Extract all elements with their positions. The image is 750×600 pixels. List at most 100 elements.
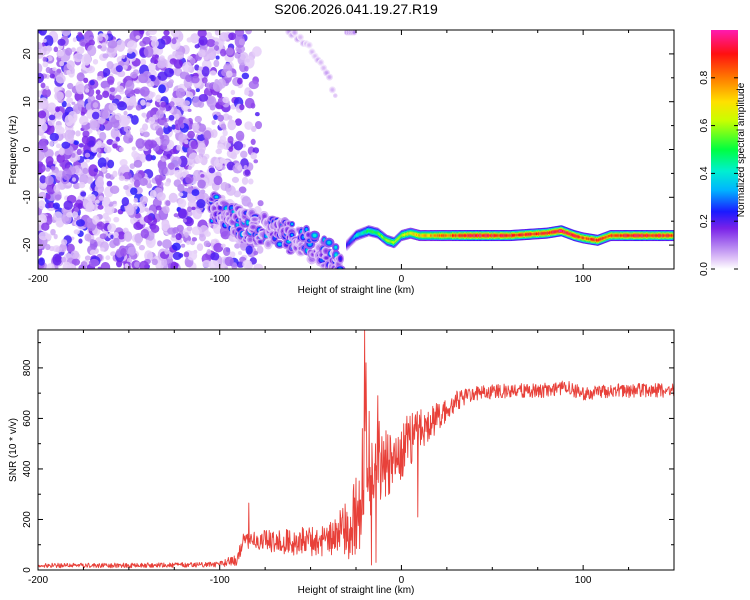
noise-speckle <box>190 75 200 84</box>
noise-speckle <box>149 190 157 199</box>
noise-speckle <box>38 231 49 241</box>
descending-track-blob <box>248 237 252 242</box>
noise-speckle <box>109 201 114 207</box>
noise-speckle <box>186 225 193 232</box>
noise-speckle <box>135 138 145 149</box>
noise-speckle <box>206 95 217 108</box>
noise-speckle <box>38 163 46 174</box>
noise-speckle <box>253 263 264 269</box>
noise-speckle <box>99 131 107 141</box>
noise-speckle <box>127 246 137 256</box>
upper-arc-blob <box>334 94 337 97</box>
noise-speckle <box>123 185 129 190</box>
noise-speckle <box>234 30 245 37</box>
noise-speckle <box>79 173 89 185</box>
noise-speckle <box>89 249 97 256</box>
descending-track-blob <box>277 242 282 246</box>
noise-speckle <box>185 173 194 185</box>
noise-speckle <box>254 120 263 130</box>
noise-speckle <box>183 100 191 106</box>
noise-speckle <box>66 263 76 269</box>
noise-speckle <box>220 123 227 130</box>
noise-speckle <box>191 226 202 236</box>
noise-speckle <box>201 66 210 77</box>
noise-speckle <box>185 74 192 82</box>
descending-track-blob <box>332 271 335 273</box>
noise-speckle <box>49 140 54 147</box>
descending-track-blob <box>253 218 257 221</box>
noise-speckle <box>116 85 125 93</box>
noise-speckle <box>131 146 136 151</box>
noise-speckle <box>61 100 67 108</box>
noise-speckle <box>81 135 89 145</box>
noise-speckle <box>151 258 158 266</box>
y-tick-label: 10 <box>22 96 33 108</box>
noise-speckle <box>151 53 159 61</box>
noise-speckle <box>144 139 154 150</box>
noise-speckle <box>189 240 196 246</box>
y-tick-label: 0 <box>22 567 33 573</box>
noise-speckle <box>57 38 66 46</box>
descending-track-blob <box>210 219 214 223</box>
noise-speckle <box>38 246 43 257</box>
noise-speckle <box>158 165 168 176</box>
noise-speckle <box>113 216 120 223</box>
noise-speckle <box>214 41 219 46</box>
noise-speckle <box>72 103 82 115</box>
noise-speckle <box>172 251 182 261</box>
noise-speckle <box>200 174 205 178</box>
noise-speckle <box>87 45 97 57</box>
noise-speckle <box>176 145 181 151</box>
noise-speckle <box>93 168 99 173</box>
noise-speckle <box>59 161 65 168</box>
descending-track-blob <box>218 205 223 210</box>
noise-speckle <box>53 184 61 193</box>
noise-speckle <box>157 240 163 247</box>
noise-speckle <box>101 166 107 173</box>
noise-speckle <box>96 75 103 81</box>
noise-speckle <box>55 126 65 135</box>
noise-speckle <box>141 123 149 131</box>
noise-speckle <box>208 167 216 174</box>
noise-speckle <box>161 220 170 232</box>
noise-speckle <box>81 53 92 66</box>
noise-speckle <box>109 185 120 195</box>
noise-speckle <box>170 30 180 38</box>
y-tick-label: 20 <box>22 48 33 60</box>
noise-speckle <box>118 146 124 152</box>
noise-speckle <box>39 175 47 184</box>
noise-speckle <box>142 36 151 45</box>
noise-speckle <box>250 152 257 160</box>
noise-speckle <box>112 200 117 205</box>
noise-speckle <box>71 101 76 105</box>
noise-speckle <box>212 81 223 92</box>
noise-speckle <box>140 58 147 66</box>
noise-speckle <box>253 159 259 164</box>
noise-speckle <box>65 47 73 56</box>
noise-speckle <box>244 169 251 176</box>
noise-speckle <box>105 255 111 261</box>
noise-speckle <box>160 101 167 108</box>
noise-speckle <box>215 55 220 60</box>
noise-speckle <box>237 77 243 85</box>
noise-speckle <box>187 147 194 154</box>
noise-speckle <box>133 179 141 188</box>
spectrogram-heatmap <box>38 30 674 273</box>
noise-speckle <box>106 180 113 187</box>
noise-speckle <box>257 200 264 207</box>
spectrogram-xlabel: Height of straight line (km) <box>298 285 415 296</box>
noise-speckle <box>61 30 71 37</box>
noise-speckle <box>222 129 228 137</box>
noise-speckle <box>54 194 62 200</box>
noise-speckle <box>150 74 156 82</box>
y-tick-label: -10 <box>22 190 33 205</box>
noise-speckle <box>134 261 141 268</box>
noise-speckle <box>84 88 90 93</box>
noise-speckle <box>144 250 153 261</box>
noise-speckle <box>141 112 146 117</box>
noise-speckle <box>65 90 73 98</box>
noise-speckle <box>85 158 91 163</box>
noise-speckle <box>70 250 80 259</box>
noise-speckle <box>197 49 206 58</box>
noise-speckle <box>196 199 206 209</box>
